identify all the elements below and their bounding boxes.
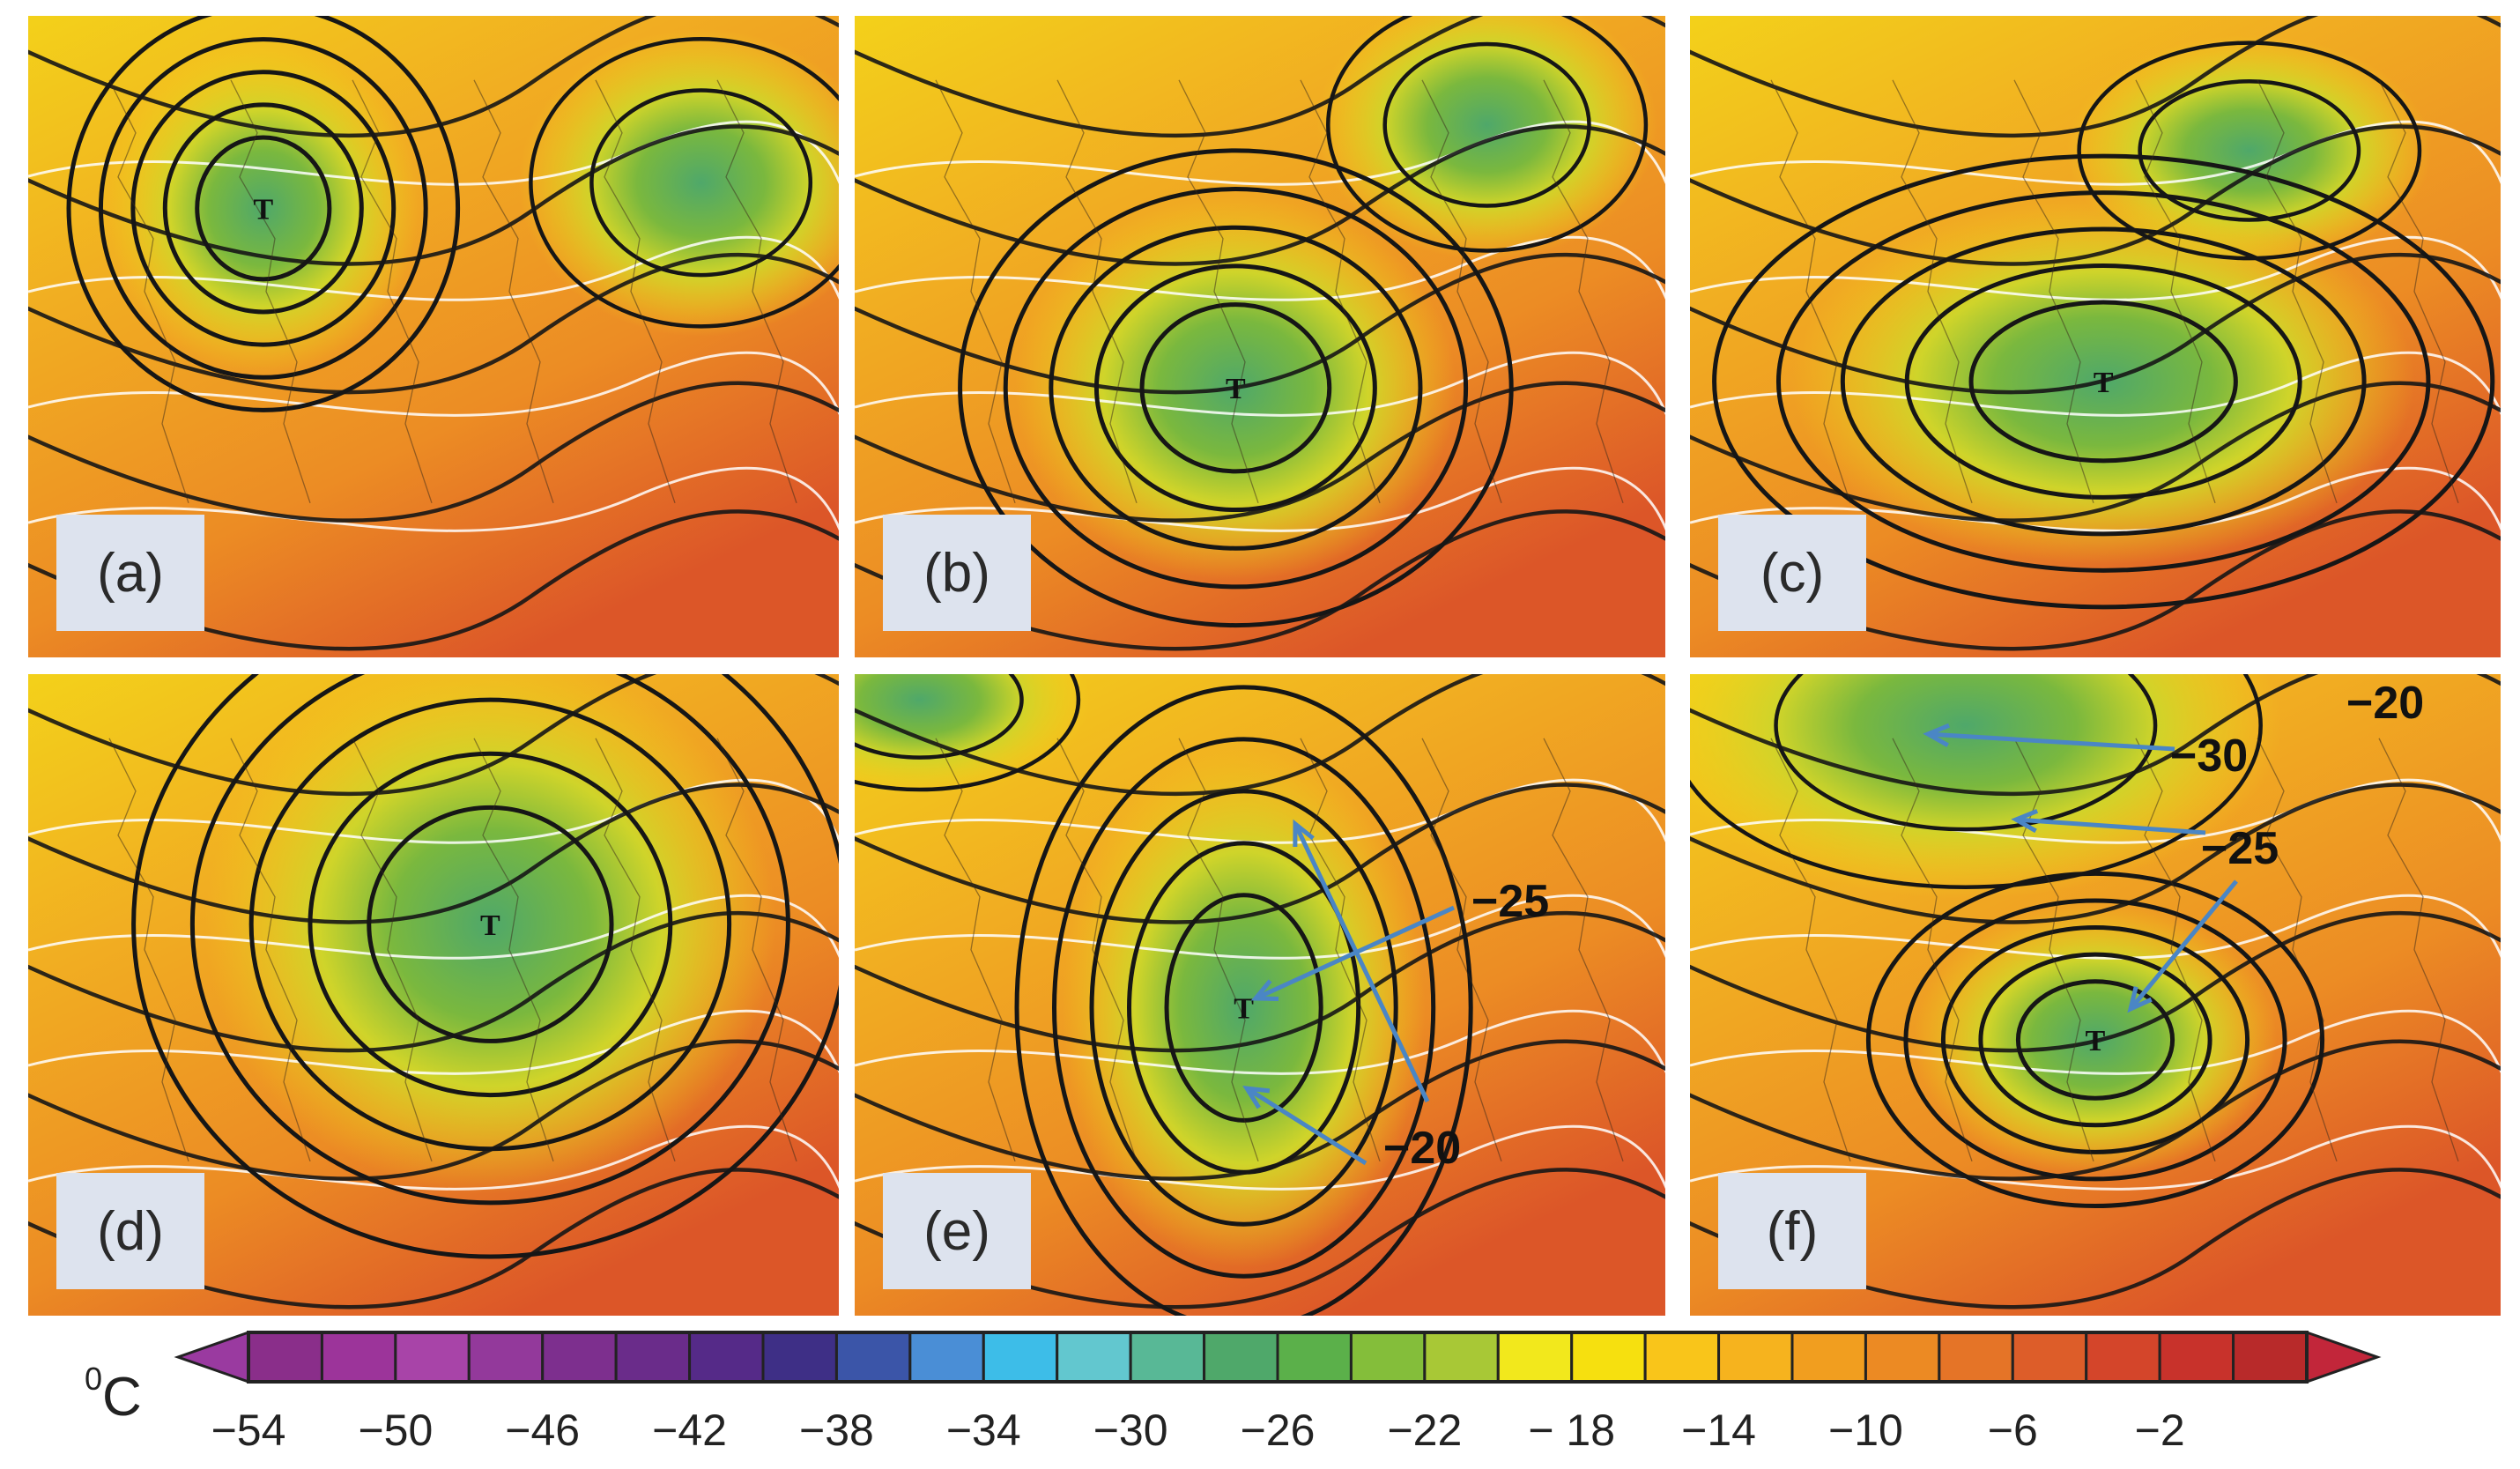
colorbar-svg: −54 −50 −46 −42 −38 −34 −30 −26 −22 − 18 −14 −10 −6 −… (174, 1330, 2382, 1455)
colorbar-swatch (834, 1331, 912, 1384)
colorbar-swatch (320, 1331, 397, 1384)
pointer-arrow (2127, 879, 2238, 1013)
colorbar-swatch (1717, 1331, 1794, 1384)
map-panel-c: T (c) (1690, 16, 2501, 657)
colorbar-swatch (2011, 1331, 2088, 1384)
colorbar-unit: 0C (85, 1361, 142, 1428)
colorbar-tick-label: −6 (1988, 1406, 2038, 1455)
colorbar-swatch (1129, 1331, 1206, 1384)
map-panel-d: T (d) (28, 674, 839, 1316)
colorbar-swatch (1056, 1331, 1132, 1384)
pointer-arrow (1242, 1085, 1367, 1166)
colorbar-tick-label: −10 (1828, 1406, 1903, 1455)
colorbar-swatch (614, 1331, 692, 1384)
panel-label: (f) (1718, 1173, 1866, 1289)
svg-text:T: T (1234, 993, 1254, 1026)
colorbar-tick-label: −50 (358, 1406, 433, 1455)
temperature-field: T (1690, 16, 2501, 657)
temperature-field: T (28, 674, 839, 1316)
colorbar-tick-label: −26 (1241, 1406, 1316, 1455)
pointer-arrow (2011, 809, 2206, 835)
annotation-label: −25 (2201, 823, 2279, 874)
panel-label: (e) (883, 1173, 1031, 1289)
colorbar-swatch (541, 1331, 618, 1384)
panel-label: (c) (1718, 515, 1866, 631)
panel-label: (d) (56, 1173, 204, 1289)
pointer-arrow (1923, 723, 2175, 752)
colorbar-swatch (1423, 1331, 1500, 1384)
colorbar-swatch (1790, 1331, 1867, 1384)
colorbar-tick-label: −22 (1387, 1406, 1462, 1455)
colorbar-swatch (761, 1331, 838, 1384)
panel-label: (a) (56, 515, 204, 631)
colorbar-swatch (1496, 1331, 1574, 1384)
colorbar-tick-label: −42 (652, 1406, 727, 1455)
colorbar-swatch (2158, 1331, 2235, 1384)
map-panel-b: T (b) (855, 16, 1665, 657)
pointer-arrow (1293, 819, 1430, 1103)
colorbar-tick-label: −38 (799, 1406, 874, 1455)
map-panel-f: T −20 −30 −25 (f) (1690, 674, 2501, 1316)
colorbar-tick-label: −14 (1681, 1406, 1756, 1455)
colorbar-swatch (1864, 1331, 1941, 1384)
colorbar-swatch (982, 1331, 1059, 1384)
colorbar-tick-label: −30 (1093, 1406, 1168, 1455)
colorbar-swatch (2085, 1331, 2161, 1384)
colorbar: 0C −54 −50 −46 −42 −38 −34 −30 −26 −22 − 18 −14 −10… (0, 1313, 2520, 1465)
colorbar-swatch (247, 1331, 323, 1384)
map-panel-e: T −25 −20 (e) (855, 674, 1665, 1316)
colorbar-tick-label: − 18 (1528, 1406, 1615, 1455)
svg-text:T: T (2086, 1025, 2106, 1057)
colorbar-swatch (1938, 1331, 2014, 1384)
svg-text:T: T (2094, 367, 2114, 399)
colorbar-swatch (1570, 1331, 1647, 1384)
annotation-label: −30 (2170, 731, 2248, 782)
colorbar-swatch (1276, 1331, 1353, 1384)
annotation-label: −25 (1471, 876, 1549, 927)
colorbar-max-arrow (2305, 1330, 2382, 1384)
panel-label: (b) (883, 515, 1031, 631)
svg-text:T: T (1226, 373, 1246, 405)
colorbar-swatch (467, 1331, 545, 1384)
svg-text:T: T (480, 909, 500, 942)
colorbar-tick-label: −54 (211, 1406, 286, 1455)
colorbar-tick-label: −2 (2135, 1406, 2185, 1455)
colorbar-swatch (1349, 1331, 1427, 1384)
annotation-label: −20 (2346, 678, 2424, 729)
colorbar-swatch (394, 1331, 471, 1384)
annotation-label: −20 (1383, 1123, 1461, 1174)
colorbar-swatch (2232, 1331, 2309, 1384)
temperature-field: T −25 −20 (855, 674, 1665, 1316)
svg-text:T: T (253, 193, 273, 226)
colorbar-swatch (1643, 1331, 1721, 1384)
colorbar-tick-label: −34 (946, 1406, 1021, 1455)
colorbar-swatch (908, 1331, 985, 1384)
colorbar-tick-label: −46 (505, 1406, 580, 1455)
colorbar-swatch (688, 1331, 765, 1384)
colorbar-min-arrow (174, 1330, 250, 1384)
colorbar-swatch (1203, 1331, 1279, 1384)
map-panel-a: T (a) (28, 16, 839, 657)
